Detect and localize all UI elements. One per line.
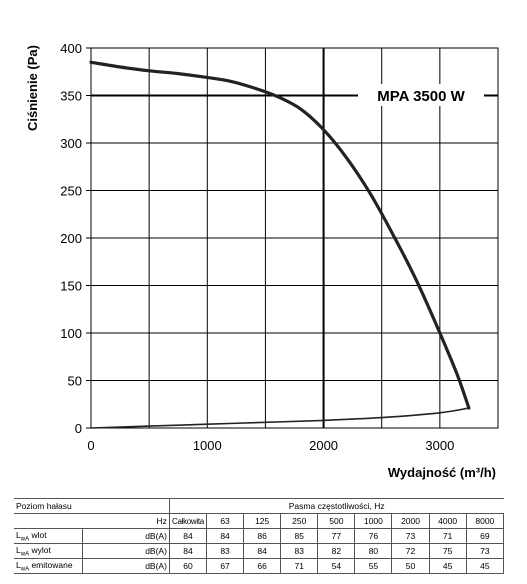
band-value: 76 [354, 528, 393, 544]
band-value: 66 [243, 558, 282, 574]
noise-table-header-row: Hz Całkowita 63 125 250 500 1000 2000 4000 8000 [14, 513, 505, 529]
band-header: 250 [280, 513, 319, 529]
fan-curve-line [89, 60, 471, 410]
y-axis-label: Ciśnienie (Pa) [25, 45, 40, 131]
band-header: 1000 [354, 513, 393, 529]
y-tick-label: 50 [68, 374, 82, 389]
band-header: 8000 [465, 513, 505, 529]
x-tick-label: 2000 [309, 438, 338, 453]
bands-title: Pasma częstotliwości, Hz [169, 498, 504, 514]
band-value: 83 [280, 543, 319, 559]
band-value: 71 [428, 528, 467, 544]
band-value: 84 [243, 543, 282, 559]
y-tick-label: 100 [60, 326, 82, 341]
fan-performance-chart: 0 50 100 150 200 250 300 350 400 0 1000 2000 3000 Ci… [25, 41, 499, 480]
band-value: 69 [465, 528, 505, 544]
model-label: MPA 3500 W [377, 88, 465, 105]
y-tick-label: 400 [60, 41, 82, 56]
band-value: 75 [428, 543, 467, 559]
band-header: 4000 [428, 513, 467, 529]
band-value: 67 [206, 558, 245, 574]
band-value: 84 [206, 528, 245, 544]
y-tick-label: 200 [60, 231, 82, 246]
x-axis-label: Wydajność (m³/h) [388, 465, 496, 480]
band-value: 73 [465, 543, 505, 559]
band-value: 83 [206, 543, 245, 559]
row-total: 60 [168, 558, 208, 574]
hz-label: Hz [82, 513, 170, 529]
band-value: 54 [317, 558, 356, 574]
x-tick-label: 0 [87, 438, 94, 453]
band-value: 72 [391, 543, 430, 559]
row-unit: dB(A) [81, 558, 170, 574]
chart-series [89, 60, 471, 429]
total-label: Całkowita [168, 513, 208, 529]
row-total: 84 [168, 528, 208, 544]
noise-level-table: Poziom hałasu Pasma częstotliwości, Hz H… [14, 498, 505, 574]
row-total: 84 [168, 543, 208, 559]
row-label: LwA emitowane [14, 558, 83, 574]
band-header: 63 [206, 513, 245, 529]
y-tick-label: 150 [60, 279, 82, 294]
band-header: 500 [317, 513, 356, 529]
system-curve-line [90, 407, 470, 429]
band-value: 77 [317, 528, 356, 544]
noise-table-title: Poziom hałasu [14, 498, 83, 514]
noise-table-row: LwA wlot dB(A) 84 84 86 85 77 76 73 71 69 [14, 528, 505, 544]
band-value: 50 [391, 558, 430, 574]
band-value: 45 [465, 558, 505, 574]
model-label-background [358, 84, 484, 106]
band-value: 80 [354, 543, 393, 559]
axis-ticks: 0 50 100 150 200 250 300 350 400 0 1000 2000 3000 [60, 41, 454, 453]
noise-table-row: LwA emitowane dB(A) 60 67 66 71 54 55 50 45 45 [14, 558, 505, 574]
band-value: 73 [391, 528, 430, 544]
band-header: 125 [243, 513, 282, 529]
x-tick-label: 1000 [193, 438, 222, 453]
row-unit: dB(A) [81, 543, 170, 559]
band-value: 82 [317, 543, 356, 559]
x-tick-label: 3000 [425, 438, 454, 453]
row-unit: dB(A) [81, 528, 170, 544]
chart-grid [90, 47, 499, 429]
y-tick-label: 300 [60, 136, 82, 151]
band-value: 55 [354, 558, 393, 574]
row-label: LwA wylot [14, 543, 83, 559]
band-value: 86 [243, 528, 282, 544]
y-tick-label: 0 [75, 421, 82, 436]
row-label: LwA wlot [14, 528, 83, 544]
band-header: 2000 [391, 513, 430, 529]
noise-table-title-row: Poziom hałasu Pasma częstotliwości, Hz [14, 498, 504, 514]
band-value: 85 [280, 528, 319, 544]
band-value: 45 [428, 558, 467, 574]
y-tick-label: 350 [60, 89, 82, 104]
noise-table-row: LwA wylot dB(A) 84 83 84 83 82 80 72 75 73 [14, 543, 505, 559]
band-value: 71 [280, 558, 319, 574]
y-tick-label: 250 [60, 184, 82, 199]
